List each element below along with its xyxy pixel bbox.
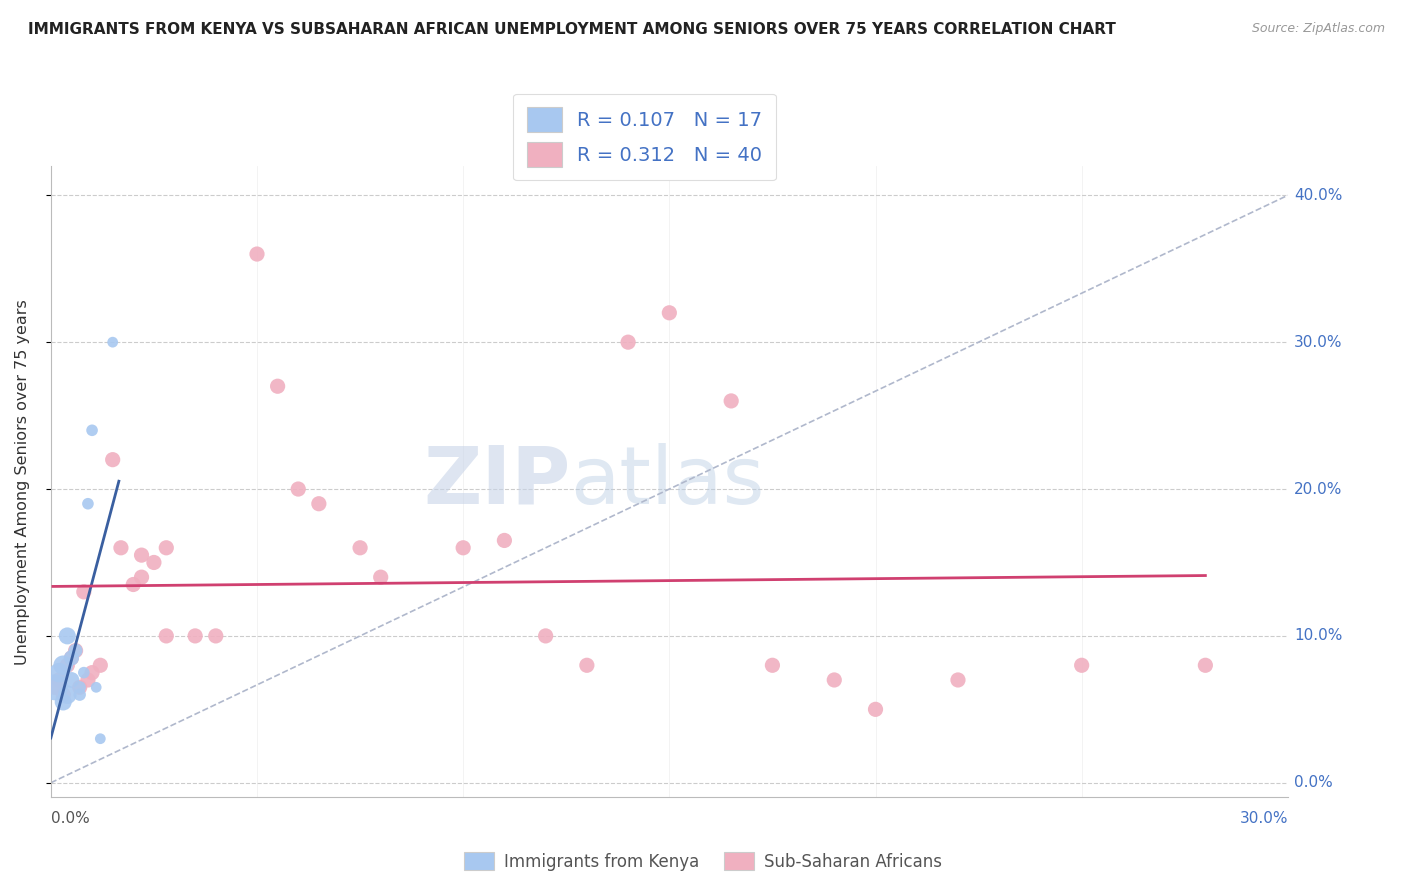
Point xyxy=(110,541,132,555)
Point xyxy=(44,681,66,695)
Text: 30.0%: 30.0% xyxy=(1294,334,1343,350)
Legend: Immigrants from Kenya, Sub-Saharan Africans: Immigrants from Kenya, Sub-Saharan Afric… xyxy=(456,844,950,880)
Point xyxy=(575,658,598,673)
Point xyxy=(1070,658,1092,673)
Text: 0.0%: 0.0% xyxy=(51,811,90,826)
Point xyxy=(370,570,392,584)
Text: 0.0%: 0.0% xyxy=(1294,775,1333,790)
Point xyxy=(761,658,783,673)
Point xyxy=(617,335,640,350)
Point xyxy=(69,681,91,695)
Text: 20.0%: 20.0% xyxy=(1294,482,1343,497)
Point xyxy=(131,570,153,584)
Text: 10.0%: 10.0% xyxy=(1294,628,1343,643)
Text: ZIP: ZIP xyxy=(423,442,571,521)
Point xyxy=(131,548,153,562)
Point xyxy=(204,629,226,643)
Point xyxy=(77,673,100,687)
Text: 30.0%: 30.0% xyxy=(1239,811,1288,826)
Text: IMMIGRANTS FROM KENYA VS SUBSAHARAN AFRICAN UNEMPLOYMENT AMONG SENIORS OVER 75 Y: IMMIGRANTS FROM KENYA VS SUBSAHARAN AFRI… xyxy=(28,22,1116,37)
Point xyxy=(52,658,75,673)
Point xyxy=(720,393,742,408)
Y-axis label: Unemployment Among Seniors over 75 years: Unemployment Among Seniors over 75 years xyxy=(15,299,30,665)
Text: 40.0%: 40.0% xyxy=(1294,188,1343,202)
Point xyxy=(142,556,165,570)
Point xyxy=(44,681,66,695)
Point xyxy=(184,629,207,643)
Point xyxy=(89,731,111,746)
Point xyxy=(48,665,70,680)
Point xyxy=(101,452,124,467)
Text: Source: ZipAtlas.com: Source: ZipAtlas.com xyxy=(1251,22,1385,36)
Point xyxy=(77,497,100,511)
Point xyxy=(155,629,177,643)
Point xyxy=(69,688,91,702)
Point xyxy=(155,541,177,555)
Point xyxy=(80,665,103,680)
Point xyxy=(865,702,887,716)
Point xyxy=(946,673,969,687)
Point xyxy=(56,629,79,643)
Point xyxy=(56,688,79,702)
Point xyxy=(56,658,79,673)
Point xyxy=(89,658,111,673)
Legend: R = 0.107   N = 17, R = 0.312   N = 40: R = 0.107 N = 17, R = 0.312 N = 40 xyxy=(513,94,776,180)
Point xyxy=(658,306,681,320)
Point xyxy=(65,643,87,657)
Point xyxy=(69,681,91,695)
Point xyxy=(48,673,70,687)
Point xyxy=(73,585,96,599)
Point xyxy=(451,541,474,555)
Point xyxy=(65,643,87,657)
Point xyxy=(60,651,83,665)
Point xyxy=(308,497,330,511)
Point xyxy=(52,688,75,702)
Point xyxy=(1194,658,1216,673)
Point xyxy=(52,695,75,709)
Point xyxy=(84,681,107,695)
Point xyxy=(534,629,557,643)
Point xyxy=(494,533,516,548)
Point xyxy=(122,577,145,591)
Point xyxy=(349,541,371,555)
Point xyxy=(80,423,103,437)
Point xyxy=(287,482,309,496)
Point xyxy=(73,665,96,680)
Point xyxy=(101,335,124,350)
Point xyxy=(246,247,269,261)
Point xyxy=(823,673,845,687)
Point xyxy=(60,673,83,687)
Point xyxy=(60,651,83,665)
Text: atlas: atlas xyxy=(571,442,765,521)
Point xyxy=(266,379,288,393)
